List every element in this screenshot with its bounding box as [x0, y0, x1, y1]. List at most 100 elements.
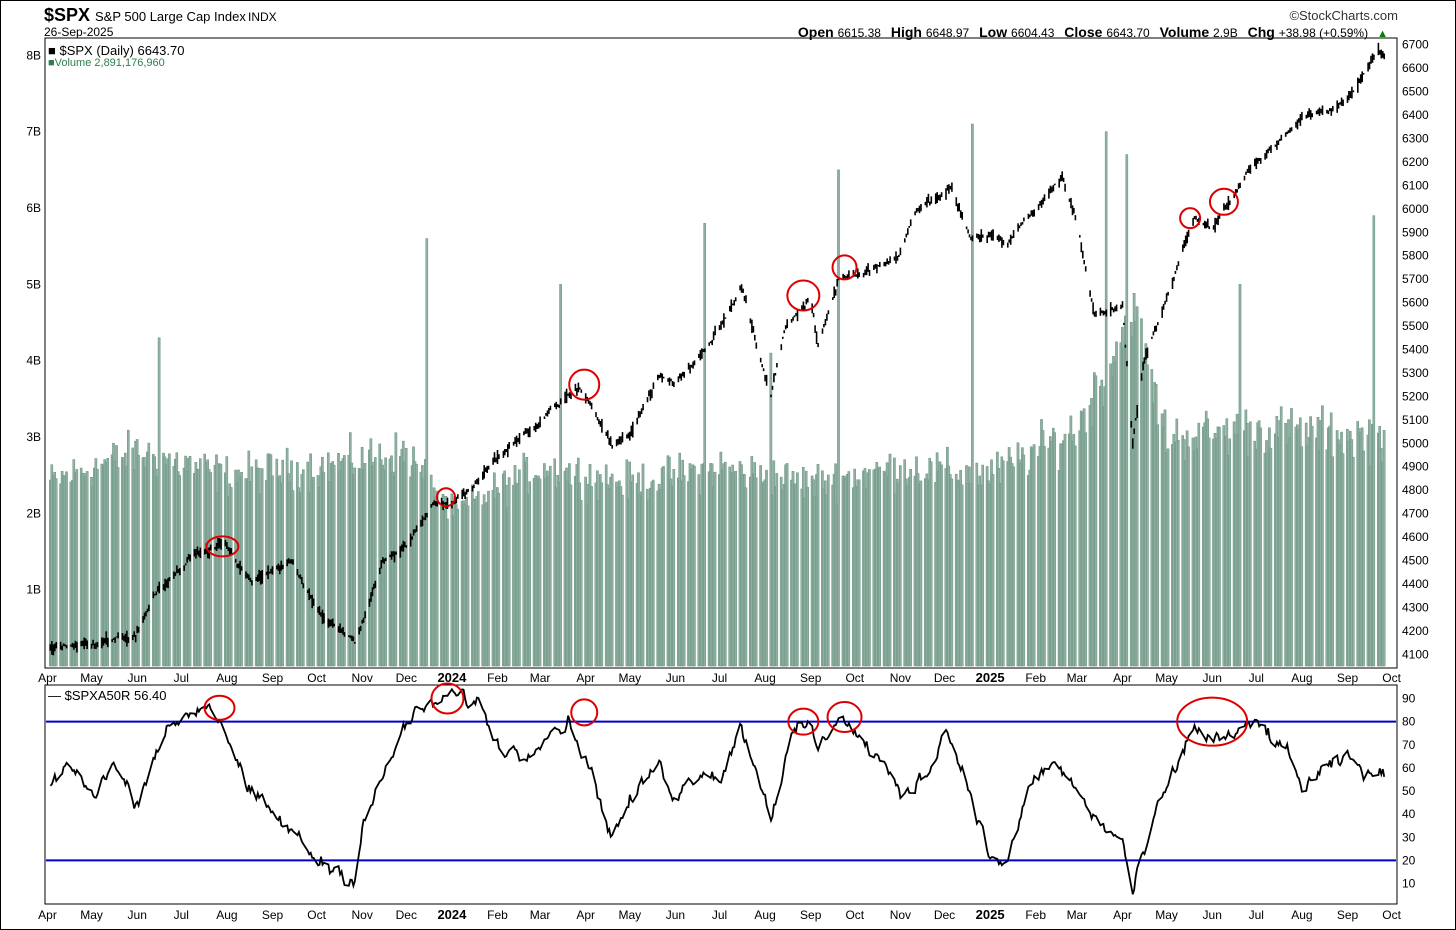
volume-bar [672, 469, 676, 667]
up-arrow-icon: ▲ [1377, 28, 1388, 40]
price-highlight-circle [1208, 187, 1239, 216]
volume-bar [868, 469, 871, 667]
price-tick-label: 5600 [1402, 296, 1429, 310]
price-x-tick-label: Apr [1113, 671, 1132, 685]
price-highlight-circle [436, 487, 456, 508]
indicator-tick-label: 10 [1402, 877, 1416, 891]
volume-bar [157, 337, 161, 667]
indicator-x-tick-label: Aug [1291, 908, 1312, 922]
price-highlight-circle [786, 279, 821, 312]
indicator-x-tick-label: Mar [1067, 908, 1088, 922]
price-series [49, 42, 1385, 656]
volume-bar [631, 474, 634, 667]
indicator-tick-label: 20 [1402, 853, 1416, 867]
indicator-highlight-circle [826, 701, 863, 734]
volume-bar [652, 479, 655, 667]
volume-bar [1022, 454, 1026, 667]
price-x-tick-label: May [80, 671, 103, 685]
volume-bar [260, 468, 264, 667]
volume-bar [621, 495, 624, 667]
volume-bar [497, 493, 501, 667]
indicator-x-tick-label: Jul [712, 908, 727, 922]
volume-bar [1115, 341, 1118, 667]
price-x-tick-label: Feb [1025, 671, 1046, 685]
volume-bar [724, 461, 727, 667]
price-x-tick-label: Oct [1382, 671, 1401, 685]
volume-bar [394, 432, 398, 667]
volume-bar [456, 508, 460, 667]
indicator-highlight-circle [570, 698, 599, 727]
volume-bar [538, 478, 542, 667]
indicator-legend: — $SPXA50R 56.40 [48, 688, 167, 703]
volume-bar [1002, 460, 1005, 667]
indicator-x-tick-label: Jul [174, 908, 189, 922]
volume-bar [641, 463, 645, 667]
volume-bar [507, 477, 511, 667]
volume-bar [796, 472, 799, 667]
price-x-tick-label: 2025 [976, 670, 1005, 685]
volume-bar [744, 487, 748, 667]
volume-bar [950, 478, 954, 667]
price-x-tick-label: Sep [262, 671, 284, 685]
price-tick-label: 5400 [1402, 343, 1429, 357]
volume-bar [312, 476, 315, 667]
price-tick-label: 5900 [1402, 225, 1429, 239]
volume-bar [209, 472, 212, 667]
price-x-tick-label: Aug [754, 671, 775, 685]
indicator-x-tick-label: Sep [262, 908, 284, 922]
indicator-x-tick-label: Jun [128, 908, 147, 922]
volume-bar [1063, 433, 1067, 667]
price-tick-label: 4900 [1402, 460, 1429, 474]
indicator-x-tick-label: Dec [396, 908, 417, 922]
indicator-tick-label: 30 [1402, 830, 1416, 844]
volume-bar [1331, 456, 1334, 667]
axes: 4100 4200 4300 4400 4500 4600 4700 4800 4900 5000… [26, 38, 1429, 922]
indicator-highlight-circle [1176, 696, 1249, 747]
volume-bar [775, 473, 779, 667]
volume-bar [147, 442, 151, 667]
indicator-x-tick-label: Apr [1113, 908, 1132, 922]
price-tick-label: 6200 [1402, 155, 1429, 169]
stockcharts-watermark[interactable]: ©StockCharts.com [1289, 8, 1398, 23]
volume-bar [302, 469, 305, 667]
volume-bar [1362, 450, 1365, 667]
volume-bar [435, 490, 439, 667]
volume-bar [415, 464, 418, 667]
indicator-x-tick-label: Dec [934, 908, 955, 922]
price-tick-label: 6100 [1402, 178, 1429, 192]
volume-bar [487, 490, 490, 667]
price-x-tick-label: Sep [800, 671, 822, 685]
price-tick-label: 6000 [1402, 202, 1429, 216]
volume-bar [1279, 406, 1283, 667]
price-tick-label: 5800 [1402, 249, 1429, 263]
indicator-x-tick-label: Jun [666, 908, 685, 922]
price-tick-label: 5500 [1402, 319, 1429, 333]
indicator-x-tick-label: Jul [1249, 908, 1264, 922]
volume-bar [878, 466, 881, 667]
volume-tick-label: 7B [26, 125, 41, 139]
volume-bar [1176, 440, 1180, 667]
price-x-tick-label: Dec [396, 671, 417, 685]
exchange-label: INDX [248, 10, 277, 24]
spxa50r-line [49, 687, 1386, 895]
indicator-tick-label: 40 [1402, 807, 1416, 821]
volume-bar [888, 453, 892, 667]
price-tick-label: 6500 [1402, 85, 1429, 99]
volume-bar [477, 491, 480, 667]
ohlc-stats: Open 6615.38 High 6648.97 Low 6604.43 Cl… [798, 24, 1388, 40]
volume-bar [322, 472, 326, 667]
volume-bar [1053, 432, 1056, 667]
price-tick-label: 6300 [1402, 132, 1429, 146]
volume-bar [85, 471, 89, 667]
volume-bars [49, 123, 1386, 667]
indicator-highlight-circle [430, 682, 465, 715]
chg-label: Chg [1247, 24, 1275, 40]
volume-bar [909, 469, 912, 667]
volume-bar [847, 471, 851, 667]
volume-bar [857, 479, 861, 667]
indicator-x-tick-label: Aug [216, 908, 237, 922]
volume-tick-label: 4B [26, 354, 41, 368]
indicator-x-tick-label: May [1155, 908, 1178, 922]
volume-bar [590, 486, 593, 667]
highlight-circles [203, 187, 1249, 747]
